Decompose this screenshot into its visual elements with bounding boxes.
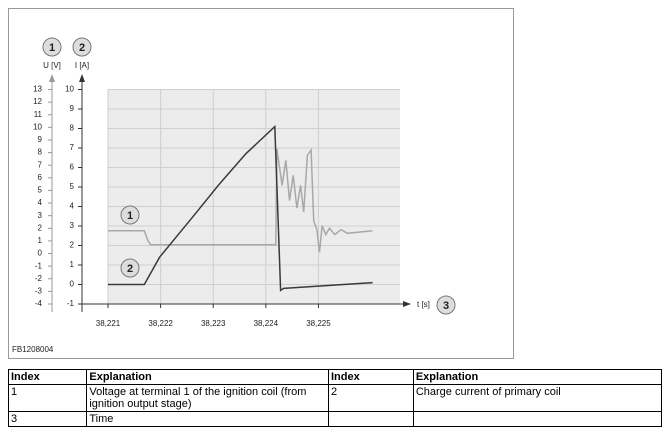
series-line [108, 147, 373, 253]
x-tick-label: 38,222 [148, 319, 173, 328]
series-label: 2 [127, 263, 133, 275]
cell: Voltage at terminal 1 of the ignition co… [86, 384, 329, 412]
x-tick-label: 38,223 [201, 319, 226, 328]
y-axis-label: U [V] [43, 61, 61, 70]
cell: 3 [7, 411, 88, 427]
x-tick-label: 38,224 [254, 319, 279, 328]
y2-tick-label: 5 [70, 182, 75, 191]
y-tick-label: 10 [33, 122, 42, 131]
series-label-badge [120, 258, 140, 278]
series-label-badge [120, 205, 140, 225]
legend-table: Index Explanation Index Explanation 1 Voltage… [7, 369, 663, 427]
x-tick-label: 38,221 [96, 319, 121, 328]
header-cell: Explanation [86, 369, 329, 385]
figure-id: FB1208004 [12, 345, 54, 354]
y2-tick-label: 8 [70, 124, 75, 133]
y2-axis-label: I [A] [75, 61, 89, 70]
y2-tick-label: 7 [70, 143, 75, 152]
y2-tick-label: 3 [70, 221, 75, 230]
y2-tick-label: 2 [70, 241, 75, 250]
y-axis-arrow [49, 74, 55, 82]
y-tick-label: 1 [38, 236, 43, 245]
y-tick-label: 3 [38, 211, 43, 220]
y-axis-index-badge [42, 37, 62, 57]
y2-tick-label: 1 [70, 260, 75, 269]
y-tick-label: 8 [38, 148, 43, 157]
x-tick-label: 38,225 [306, 319, 331, 328]
y-tick-label: -4 [35, 299, 43, 308]
series-line [108, 124, 373, 292]
x-axis-label: t [s] [417, 300, 430, 309]
y2-tick-label: 6 [70, 163, 75, 172]
cell: Time [86, 411, 329, 427]
y2-tick-label: -1 [67, 299, 75, 308]
cell: 1 [7, 384, 88, 412]
y-tick-label: 4 [38, 198, 43, 207]
y-tick-label: 5 [38, 186, 43, 195]
figure: FB1208004 -1012345678910-4-3-2-101234567… [8, 8, 514, 359]
header-cell: Explanation [412, 369, 663, 385]
y-axis-index: 1 [49, 42, 55, 54]
y-tick-label: 6 [38, 173, 43, 182]
cell [327, 411, 414, 427]
y-tick-label: 13 [33, 85, 42, 94]
cell: 2 [327, 384, 414, 412]
y-tick-label: 9 [38, 135, 43, 144]
y-tick-label: 7 [38, 160, 43, 169]
x-axis-index-badge [436, 295, 456, 315]
x-axis-index: 3 [443, 300, 449, 312]
y-tick-label: 0 [38, 249, 43, 258]
cell [412, 411, 663, 427]
cell: Charge current of primary coil [412, 384, 663, 412]
y-tick-label: 11 [34, 110, 43, 119]
y-tick-label: -3 [35, 286, 43, 295]
y2-tick-label: 10 [65, 85, 74, 94]
y2-axis-index-badge [72, 37, 92, 57]
table-row: 1 Voltage at terminal 1 of the ignition c… [7, 384, 663, 412]
header-cell: Index [327, 369, 414, 385]
header-cell: Index [7, 369, 88, 385]
table-row: Index Explanation Index Explanation [7, 369, 663, 385]
y2-axis-arrow [79, 74, 85, 82]
plot-area [108, 89, 400, 304]
y2-tick-label: 9 [70, 104, 75, 113]
y-tick-label: 12 [33, 97, 42, 106]
y-tick-label: 2 [38, 223, 43, 232]
series-label: 1 [127, 210, 133, 222]
y-tick-label: -1 [35, 261, 43, 270]
table-row: 3 Time [7, 411, 663, 427]
x-axis-arrow [403, 301, 411, 307]
y2-axis-index: 2 [79, 42, 85, 54]
y2-tick-label: 4 [70, 202, 75, 211]
y-tick-label: -2 [35, 274, 43, 283]
y2-tick-label: 0 [70, 280, 75, 289]
